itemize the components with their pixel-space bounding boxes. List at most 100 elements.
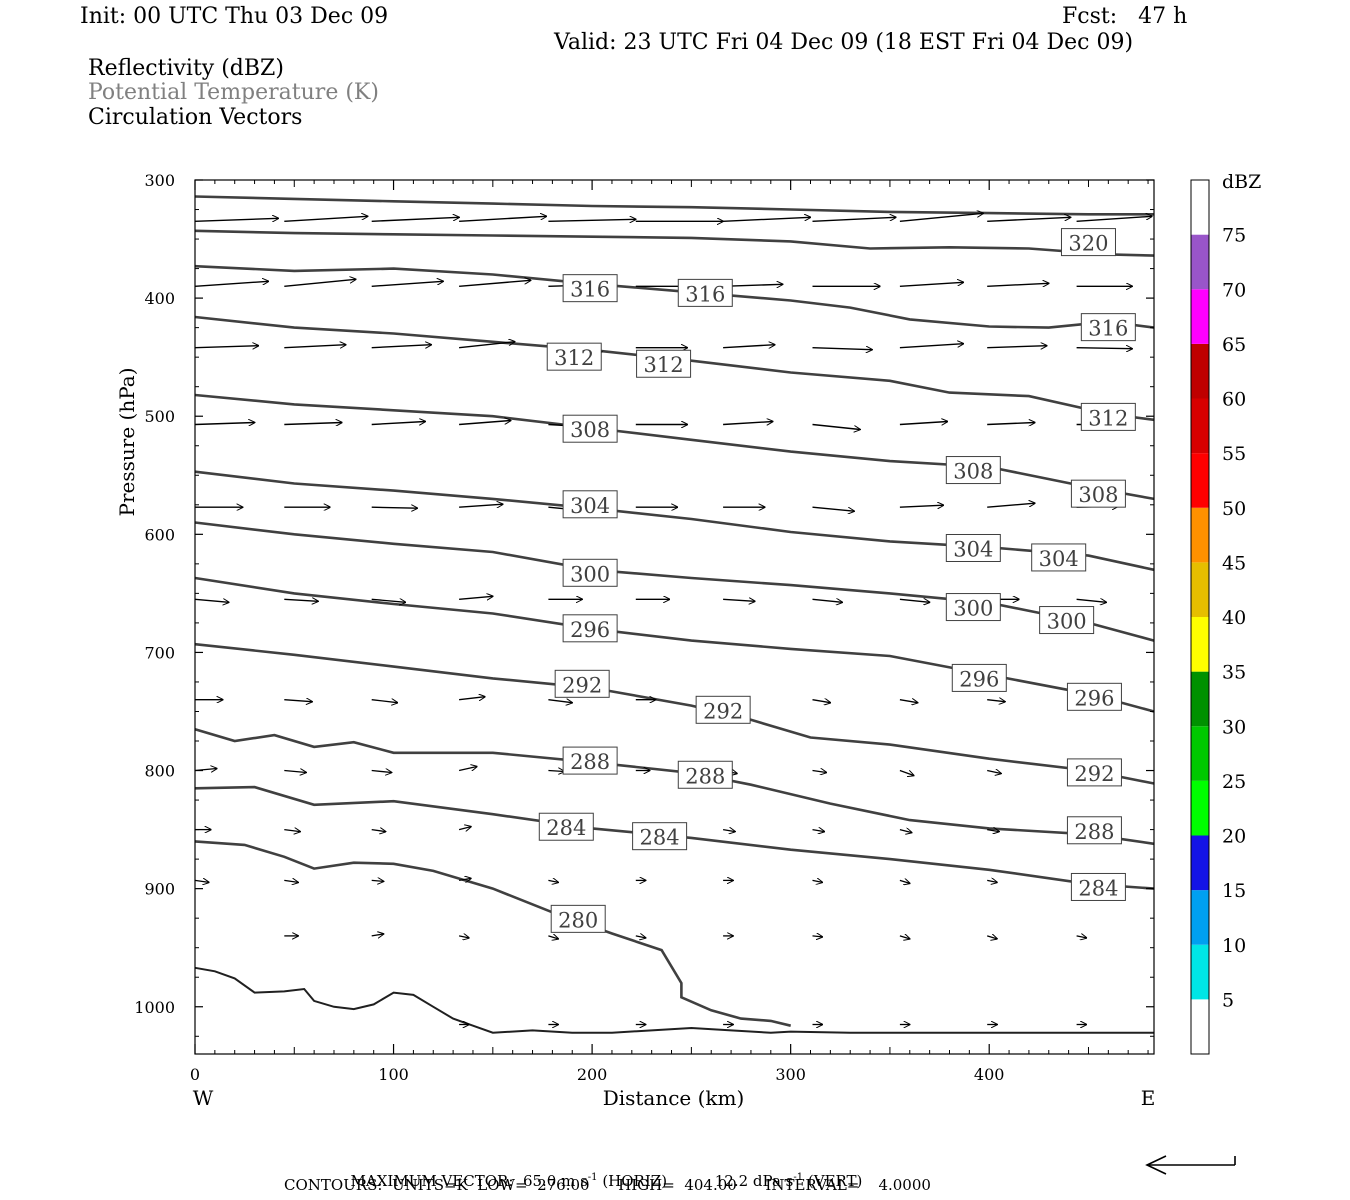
- circulation-vector: [371, 217, 459, 222]
- colorbar-segment: [1191, 835, 1209, 891]
- contour-label: 284: [546, 816, 586, 840]
- circulation-vector: [371, 599, 406, 602]
- x-tick-label: 100: [378, 1065, 409, 1084]
- contour-label: 304: [570, 494, 610, 518]
- colorbar-segment: [1191, 890, 1209, 945]
- circulation-vector: [812, 348, 873, 350]
- circulation-vector: [371, 934, 384, 936]
- circulation-vector: [459, 504, 503, 507]
- contour-label-box: [562, 746, 618, 775]
- circulation-vector: [371, 281, 444, 287]
- contour-label: 308: [953, 460, 993, 484]
- contour-296: [194, 576, 1155, 713]
- circulation-vector: [987, 503, 1035, 508]
- circulation-vector: [723, 422, 773, 425]
- field-potential-temperature: Potential Temperature (K): [88, 80, 379, 105]
- reflectivity-colorbar: 5 10 15 20 25 30 35 40 45 50 55 60 65 70 75 dBZ: [1190, 171, 1261, 1055]
- colorbar-segment: [1191, 999, 1209, 1054]
- circulation-vector: [722, 830, 735, 832]
- circulation-vector: [987, 700, 1005, 702]
- circulation-vector: [371, 345, 432, 348]
- contour-316: [194, 264, 1155, 329]
- east-label: E: [1141, 1086, 1156, 1110]
- vertical-unit-exponent: -1: [793, 1172, 804, 1183]
- contour-label-box: [550, 904, 606, 933]
- contour-label: 284: [640, 826, 680, 850]
- contour-label-box: [562, 558, 618, 587]
- circulation-vector: [548, 700, 572, 703]
- colorbar-level-label: 60: [1222, 389, 1246, 411]
- contour-label-box: [1070, 872, 1126, 901]
- circulation-vector: [987, 830, 999, 832]
- circulation-vector: [194, 346, 259, 348]
- contour-label-box: [632, 822, 688, 851]
- circulation-vector: [371, 700, 398, 703]
- contour-label-box: [1031, 543, 1087, 572]
- circulation-vector: [284, 423, 342, 425]
- contour-label-box: [538, 812, 594, 841]
- circulation-vector: [899, 505, 944, 507]
- contour-label: 300: [1047, 610, 1087, 634]
- circulation-vector: [284, 279, 356, 287]
- colorbar-segment: [1191, 507, 1209, 563]
- max-vertical-value: 12.2 dPa s: [714, 1172, 794, 1190]
- contour-label: 320: [1068, 232, 1108, 256]
- x-tick-label: 0: [190, 1065, 200, 1084]
- contour-label-box: [1060, 228, 1116, 257]
- circulation-vector: [812, 599, 843, 602]
- contour-label: 304: [953, 537, 993, 561]
- circulation-vector: [987, 283, 1049, 286]
- circulation-vector: [459, 596, 493, 599]
- circulation-vector: [371, 880, 384, 881]
- circulation-vector: [1076, 936, 1087, 938]
- colorbar-level-label: 75: [1222, 225, 1246, 247]
- y-tick-label: 500: [144, 407, 175, 426]
- contour-292: [194, 642, 1155, 785]
- contour-label-box: [562, 490, 618, 519]
- terrain-line: [194, 966, 1154, 1034]
- contour-320: [194, 229, 1155, 257]
- circulation-vector: [284, 700, 312, 702]
- contour-label-box: [554, 669, 610, 698]
- circulation-vector: [194, 281, 269, 287]
- colorbar-segment: [1191, 944, 1209, 1000]
- circulation-vector: [899, 599, 930, 602]
- contour-label: 296: [570, 618, 610, 642]
- contour-label-box: [945, 456, 1001, 485]
- y-tick-label: 1000: [134, 998, 175, 1017]
- circulation-vector: [284, 771, 306, 773]
- colorbar-segment: [1191, 726, 1209, 781]
- contour-label: 308: [570, 418, 610, 442]
- circulation-vector: [548, 880, 558, 882]
- contour-label-box: [1070, 479, 1126, 508]
- contour-label: 288: [1074, 820, 1114, 844]
- colorbar-level-label: 55: [1222, 443, 1246, 465]
- max-vector-line: MAXIMUM VECTOR: 65.0 m s-1 (HORIZ) 12.2 …: [341, 1158, 863, 1190]
- circulation-vector: [1076, 599, 1107, 602]
- y-tick-label: 400: [144, 289, 175, 308]
- contour-label: 292: [703, 699, 743, 723]
- contour-label-box: [1066, 816, 1122, 845]
- reference-vector: [1145, 1155, 1236, 1175]
- contours-info: CONTOURS: UNITS=K LOW= 276.00 HIGH= 404.…: [284, 1176, 931, 1194]
- circulation-vector: [723, 284, 783, 286]
- circulation-vector: [548, 936, 558, 939]
- circulation-vector: [812, 700, 831, 703]
- contour-label-box: [1066, 682, 1122, 711]
- circulation-vector: [723, 345, 775, 348]
- circulation-vector: [987, 217, 1070, 222]
- circulation-vector: [284, 599, 318, 601]
- contour-label-box: [945, 533, 1001, 562]
- contour-label-box: [546, 342, 602, 371]
- circulation-vector: [284, 830, 300, 832]
- circulation-vector: [194, 423, 255, 425]
- circulation-vector: [899, 700, 918, 703]
- colorbar-segment: [1191, 562, 1209, 617]
- circulation-vector: [899, 880, 910, 883]
- plot-frame: [194, 179, 1155, 1055]
- x-tick-label: 200: [577, 1065, 608, 1084]
- circulation-vector: [459, 216, 546, 222]
- circulation-vector: [635, 936, 646, 938]
- contour-label-box: [945, 593, 1001, 622]
- contour-label-box: [695, 695, 751, 724]
